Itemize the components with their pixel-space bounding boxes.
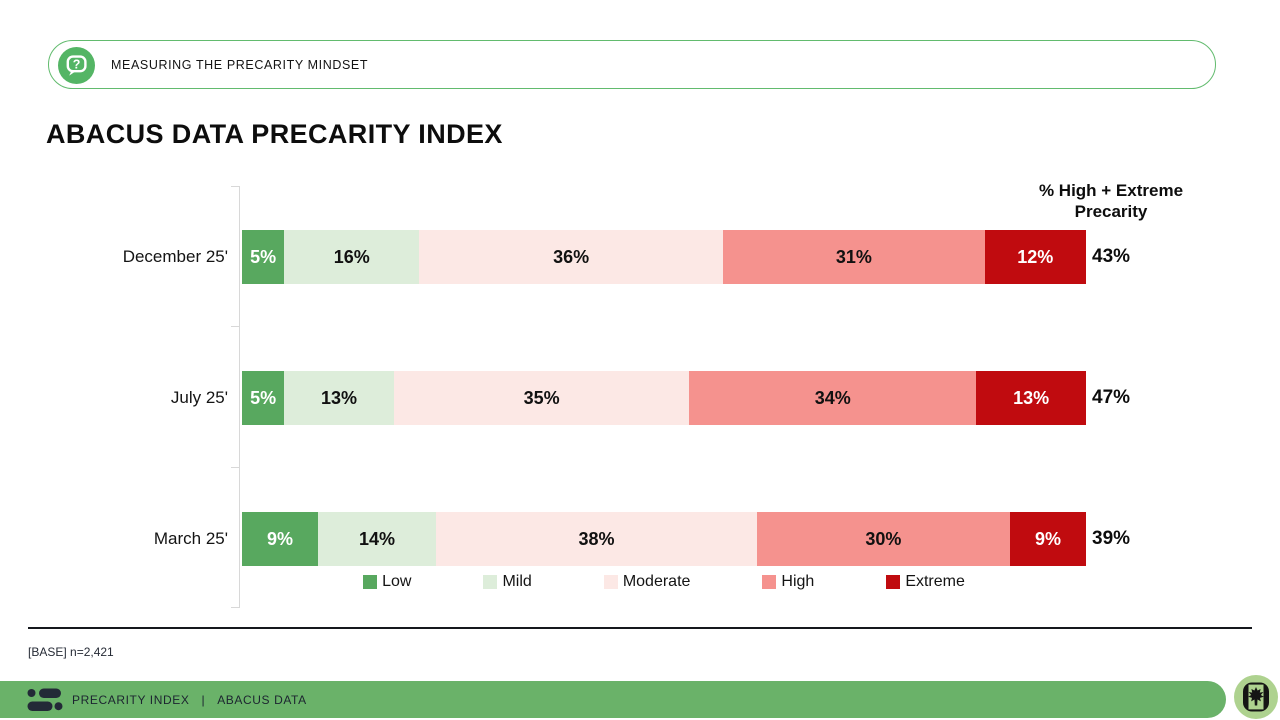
callout-banner: ? MEASURING THE PRECARITY MINDSET bbox=[48, 40, 1216, 89]
category-label: July 25' bbox=[170, 388, 228, 407]
legend-swatch-high bbox=[762, 575, 777, 589]
legend-swatch-low bbox=[363, 575, 378, 589]
abacus-logo-icon bbox=[27, 688, 63, 717]
legend-label: Moderate bbox=[622, 573, 691, 590]
axis-tick bbox=[231, 607, 240, 608]
legend-swatch-mild bbox=[483, 575, 498, 589]
bar-segment-low: 9% bbox=[242, 512, 318, 566]
bar-segment-high: 34% bbox=[689, 371, 977, 425]
axis-tick bbox=[231, 326, 240, 327]
legend-label: Mild bbox=[502, 573, 532, 590]
total-value: 47% bbox=[1092, 387, 1131, 408]
total-value: 39% bbox=[1092, 528, 1131, 549]
bar-segment-moderate: 38% bbox=[436, 512, 757, 566]
bar-segment-mild: 14% bbox=[317, 512, 437, 566]
legend-item-extreme: Extreme bbox=[886, 573, 965, 591]
footer-text: PRECARITY INDEX | ABACUS DATA bbox=[72, 693, 307, 707]
footer-divider bbox=[28, 627, 1252, 629]
page-title: ABACUS DATA PRECARITY INDEX bbox=[46, 119, 503, 149]
base-footnote: [BASE] n=2,421 bbox=[28, 645, 114, 659]
bar-segment-mild: 13% bbox=[284, 371, 394, 425]
total-value: 43% bbox=[1092, 246, 1131, 267]
totals-header-line2: Precarity bbox=[1074, 201, 1148, 221]
legend-item-high: High bbox=[762, 573, 814, 591]
chart-row: July 25' 5% 13% 35% 34% 13% 47% bbox=[0, 371, 1280, 425]
bar-segment-low: 5% bbox=[242, 371, 285, 425]
svg-text:?: ? bbox=[73, 58, 81, 72]
legend-swatch-extreme bbox=[886, 575, 901, 589]
legend-item-moderate: Moderate bbox=[603, 573, 691, 591]
bar-segment-extreme: 9% bbox=[1010, 512, 1086, 566]
legend-label: High bbox=[781, 573, 815, 590]
callout-label: MEASURING THE PRECARITY MINDSET bbox=[111, 57, 369, 72]
legend-item-low: Low bbox=[363, 573, 411, 591]
category-label: December 25' bbox=[122, 247, 228, 266]
footer-brand: PRECARITY INDEX bbox=[72, 692, 190, 707]
category-label: March 25' bbox=[153, 529, 228, 548]
stacked-bar: 5% 16% 36% 31% 12% bbox=[242, 230, 1086, 284]
bar-segment-high: 30% bbox=[756, 512, 1011, 566]
totals-header-line1: % High + Extreme bbox=[1038, 181, 1184, 200]
legend-swatch-moderate bbox=[603, 575, 618, 589]
question-bubble-icon: ? bbox=[58, 47, 95, 84]
maple-leaf-badge-icon bbox=[1234, 675, 1278, 719]
bar-segment-moderate: 35% bbox=[393, 371, 690, 425]
stacked-bar: 5% 13% 35% 34% 13% bbox=[242, 371, 1086, 425]
axis-tick bbox=[231, 467, 240, 468]
footer-bar: PRECARITY INDEX | ABACUS DATA bbox=[0, 681, 1226, 718]
bar-segment-mild: 16% bbox=[284, 230, 420, 284]
bar-segment-moderate: 36% bbox=[419, 230, 724, 284]
legend-label: Low bbox=[382, 573, 412, 590]
totals-column-header: % High + Extreme Precarity bbox=[1022, 181, 1200, 222]
legend-item-mild: Mild bbox=[483, 573, 532, 591]
axis-tick bbox=[231, 186, 240, 187]
bar-segment-extreme: 13% bbox=[976, 371, 1086, 425]
bar-segment-low: 5% bbox=[242, 230, 285, 284]
bar-segment-high: 31% bbox=[723, 230, 985, 284]
footer-org: ABACUS DATA bbox=[217, 692, 307, 707]
bar-segment-extreme: 12% bbox=[984, 230, 1086, 284]
y-axis-line bbox=[239, 186, 240, 608]
footer-separator: | bbox=[201, 692, 206, 707]
legend-label: Extreme bbox=[905, 573, 965, 590]
chart-row: March 25' 9% 14% 38% 30% 9% 39% bbox=[0, 512, 1280, 566]
stacked-bar: 9% 14% 38% 30% 9% bbox=[242, 512, 1086, 566]
chart-legend: Low Mild Moderate High Extreme bbox=[242, 573, 1086, 591]
chart-row: December 25' 5% 16% 36% 31% 12% 43% bbox=[0, 230, 1280, 284]
